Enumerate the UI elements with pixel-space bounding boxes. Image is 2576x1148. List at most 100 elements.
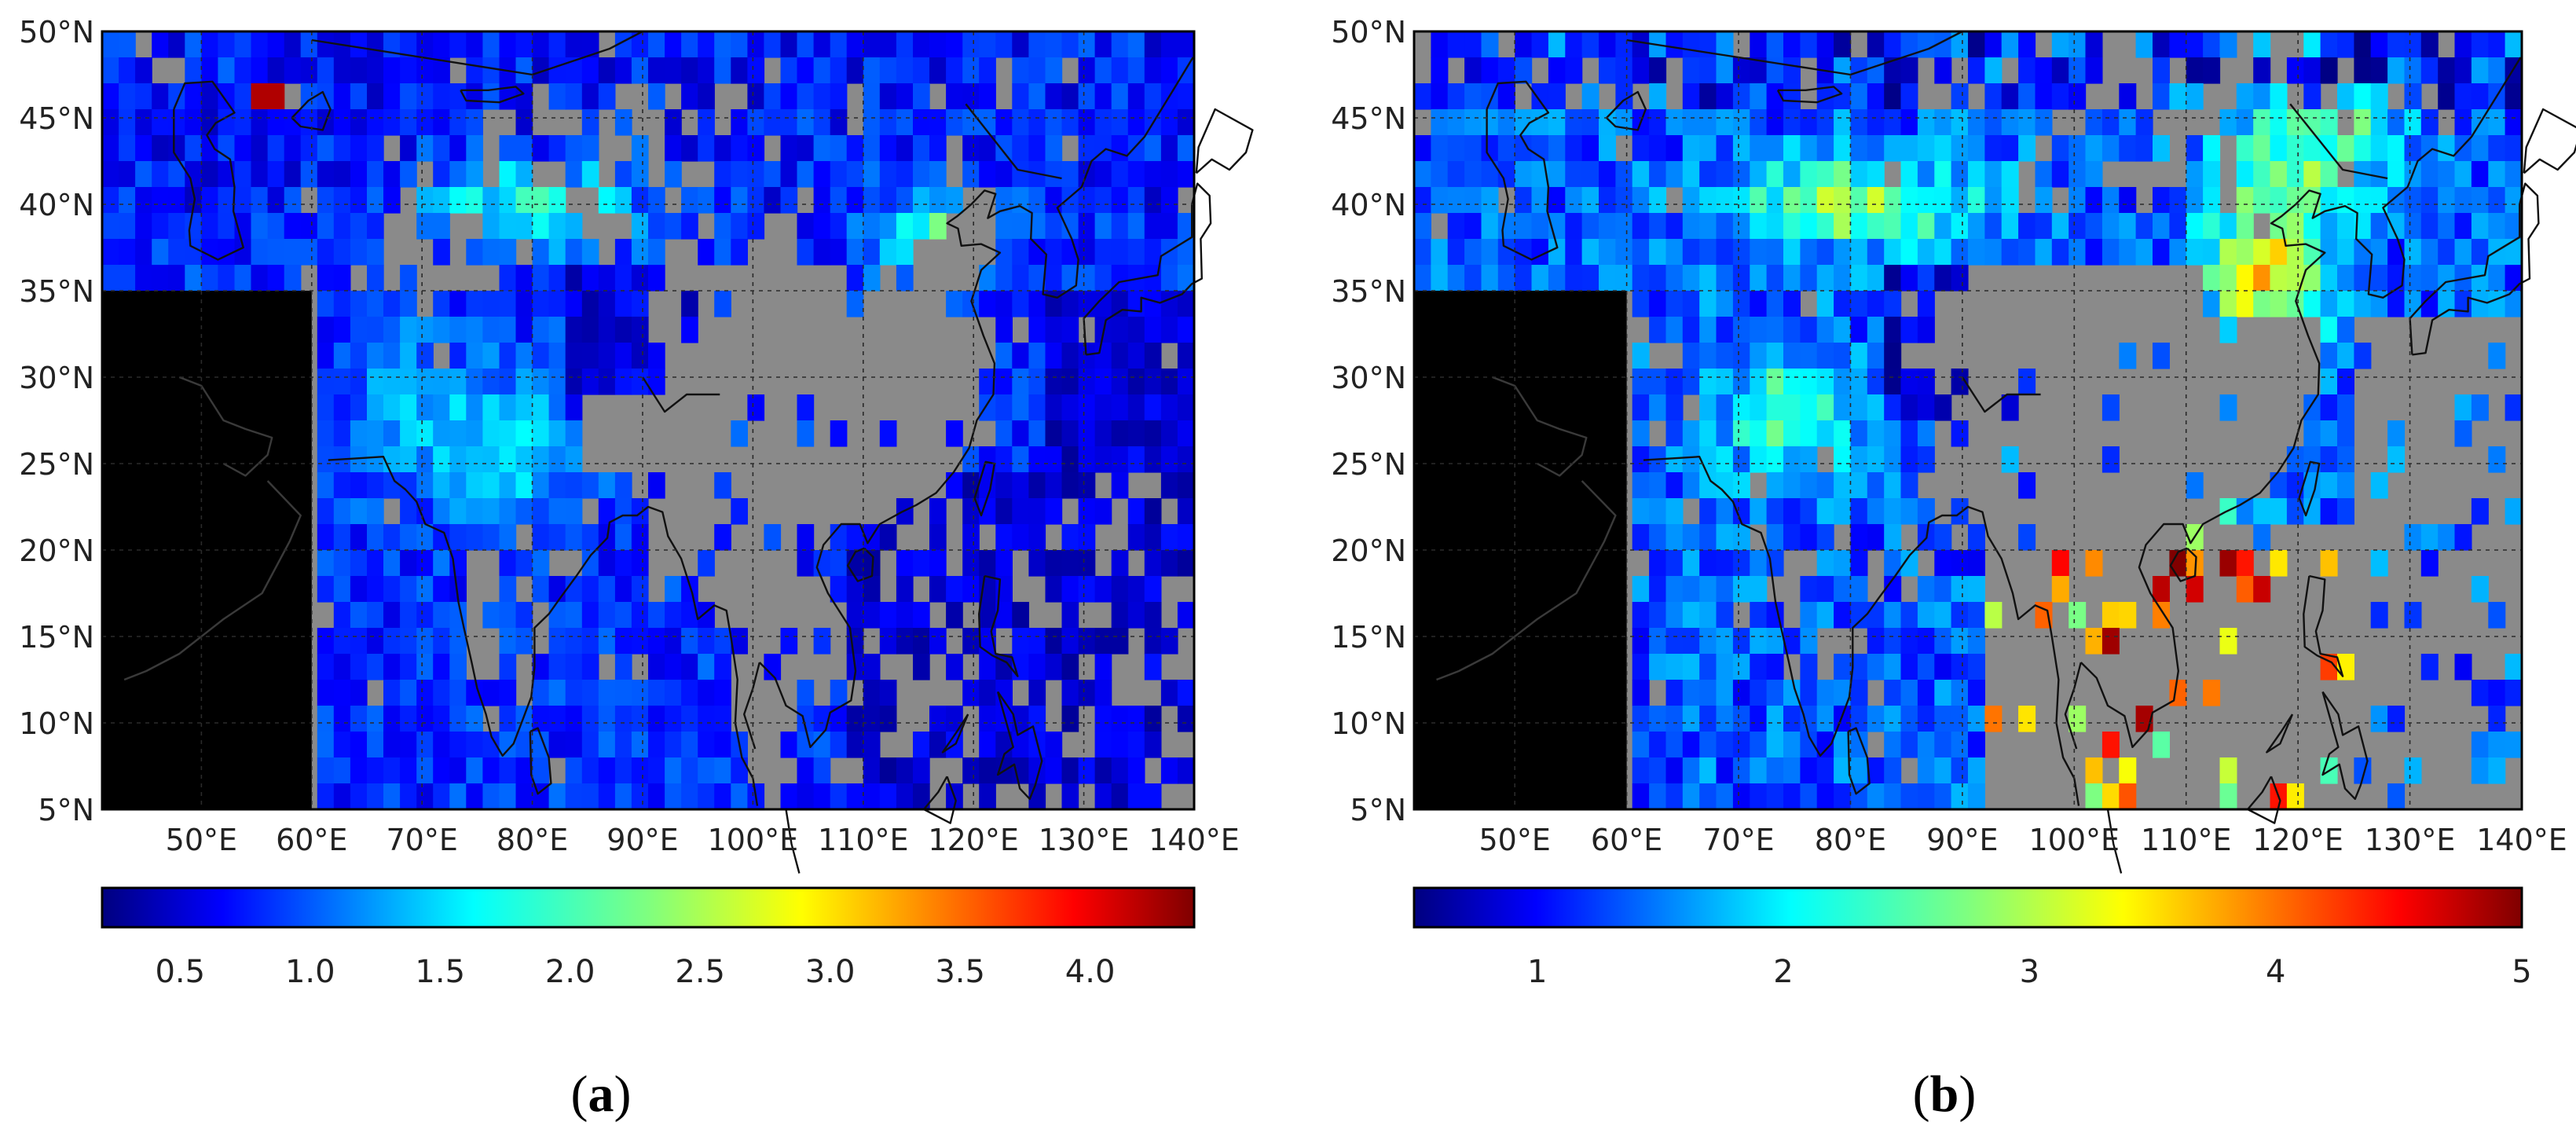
grid-cell [1884, 524, 1901, 551]
grid-cell [2068, 57, 2086, 84]
grid-cell [1867, 83, 1885, 110]
grid-cell [1178, 757, 1195, 784]
grid-cell [1515, 57, 1532, 84]
grid-cell [1178, 446, 1195, 473]
grid-cell [2472, 576, 2489, 603]
grid-cell [416, 498, 434, 525]
grid-cell [1161, 57, 1178, 84]
grid-cell [1699, 343, 1717, 369]
grid-cell [582, 680, 599, 706]
grid-cell [2387, 291, 2405, 317]
grid-cell [383, 369, 401, 395]
grid-cell [2488, 446, 2505, 473]
grid-cell [814, 135, 831, 162]
grid-cell [1666, 161, 1684, 188]
grid-cell [1128, 420, 1145, 447]
grid-cell [268, 239, 285, 266]
grid-cell [1028, 420, 1046, 447]
grid-cell [549, 394, 566, 421]
grid-cell [2488, 732, 2505, 758]
grid-cell [2220, 265, 2237, 292]
grid-cell [698, 57, 715, 84]
grid-cell [2321, 394, 2338, 421]
grid-cell [251, 31, 269, 58]
grid-cell [350, 602, 368, 629]
grid-cell [549, 291, 566, 317]
grid-cell [747, 213, 764, 240]
grid-cell [582, 135, 599, 162]
grid-cell [1968, 57, 1985, 84]
grid-cell [1783, 317, 1801, 343]
grid-cell [482, 83, 500, 110]
grid-cell [449, 187, 467, 214]
grid-cell [284, 239, 302, 266]
grid-cell [1128, 446, 1145, 473]
grid-cell [235, 239, 252, 266]
grid-cell [1699, 213, 1717, 240]
grid-cell [416, 446, 434, 473]
grid-cell [979, 680, 996, 706]
grid-cell [317, 31, 335, 58]
grid-cell [1649, 161, 1666, 188]
grid-cell [1800, 369, 1817, 395]
grid-cell [1666, 524, 1684, 551]
lat-label: 5°N [38, 793, 94, 827]
colorbar-tick-label: 4.0 [1065, 954, 1116, 990]
grid-cell [698, 757, 715, 784]
grid-cell [383, 394, 401, 421]
grid-cell [648, 757, 665, 784]
grid-cell [2303, 57, 2321, 84]
grid-cell [1161, 394, 1178, 421]
grid-cell [549, 783, 566, 810]
grid-cell [1079, 757, 1096, 784]
grid-cell [995, 394, 1013, 421]
grid-cell [533, 550, 550, 577]
grid-cell [466, 109, 483, 136]
grid-cell [1699, 265, 1717, 292]
grid-cell [2321, 291, 2338, 317]
grid-cell [1632, 602, 1650, 629]
grid-cell [1464, 109, 1482, 136]
grid-cell [1498, 57, 1515, 84]
grid-cell [466, 317, 483, 343]
grid-cell [830, 135, 848, 162]
grid-cell [2387, 706, 2405, 732]
grid-cell [1717, 628, 1734, 655]
grid-cell [2153, 213, 2170, 240]
grid-cell [1750, 213, 1767, 240]
grid-cell [1750, 680, 1767, 706]
grid-cell [334, 394, 351, 421]
grid-cell [466, 394, 483, 421]
grid-cell [1095, 654, 1112, 680]
grid-cell [119, 161, 136, 188]
grid-cell [1046, 265, 1063, 292]
grid-cell [2287, 213, 2304, 240]
grid-cell [1012, 602, 1029, 629]
grid-cell [433, 472, 450, 499]
grid-cell [1984, 31, 2002, 58]
grid-cell [1699, 109, 1717, 136]
grid-cell [1012, 732, 1029, 758]
grid-cell [334, 706, 351, 732]
grid-cell [1599, 57, 1616, 84]
grid-cell [1851, 291, 1868, 317]
grid-cell [2036, 57, 2053, 84]
grid-cell [400, 291, 417, 317]
lon-label: 100°E [708, 823, 799, 857]
grid-cell [1649, 498, 1666, 525]
grid-cell [1767, 369, 1784, 395]
grid-cell [185, 239, 202, 266]
grid-cell [1951, 783, 1969, 810]
grid-cell [1750, 291, 1767, 317]
grid-cell [466, 57, 483, 84]
grid-cell [119, 239, 136, 266]
grid-cell [433, 628, 450, 655]
colorbar-tick-label: 1.0 [285, 954, 335, 990]
lat-label: 30°N [1331, 361, 1406, 395]
grid-cell [1548, 57, 1566, 84]
grid-cell [251, 265, 269, 292]
grid-cell [582, 369, 599, 395]
grid-cell [1649, 757, 1666, 784]
grid-cell [731, 757, 748, 784]
grid-cell [681, 783, 698, 810]
